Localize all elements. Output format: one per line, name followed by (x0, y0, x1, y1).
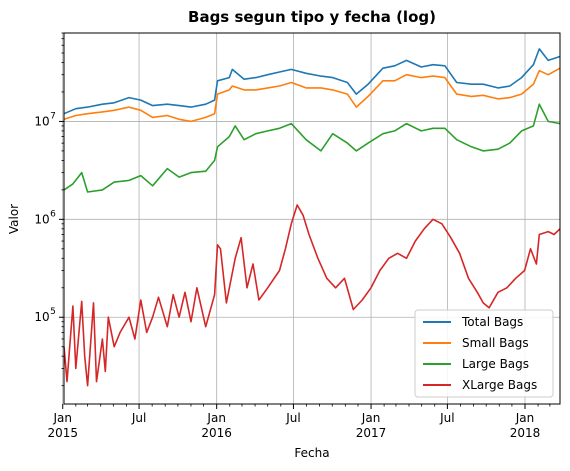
x-tick-label: Jan (52, 411, 72, 425)
legend-box (414, 309, 554, 398)
x-tick-year-label: 2016 (201, 426, 232, 440)
x-tick-label: Jul (439, 411, 454, 425)
series-line-large-bags (63, 103, 561, 193)
y-tick-label: 10 (34, 114, 49, 128)
legend-label: Small Bags (462, 336, 529, 350)
y-axis-label: Valor (7, 204, 21, 234)
x-axis-label: Fecha (294, 446, 329, 460)
chart-title: Bags segun tipo y fecha (log) (188, 8, 436, 26)
legend-label: Total Bags (461, 315, 523, 329)
legend-label: Large Bags (462, 357, 529, 371)
series-line-small-bags (63, 67, 561, 123)
x-tick-label: Jan (206, 411, 226, 425)
x-tick-label: Jan (515, 411, 535, 425)
legend: Total Bags Small Bags Large Bags XLarge Bag… (414, 309, 554, 398)
series-line-xlarge-bags (63, 204, 561, 387)
y-tick-exponent: 6 (50, 209, 56, 219)
series-line-total-bags (63, 48, 561, 115)
x-tick-year-label: 2018 (510, 426, 541, 440)
x-tick-label: Jan (361, 411, 381, 425)
plot-frame (63, 32, 561, 405)
y-tick-exponent: 7 (50, 111, 56, 121)
x-tick-label: Jul (285, 411, 300, 425)
x-tick-year-label: 2017 (356, 426, 387, 440)
y-tick-label: 10 (34, 310, 49, 324)
y-tick-exponent: 5 (50, 307, 56, 317)
x-tick-year-label: 2015 (47, 426, 78, 440)
x-tick-label: Jul (131, 411, 146, 425)
y-tick-label: 10 (34, 212, 49, 226)
series-lines (63, 48, 561, 387)
legend-label: XLarge Bags (462, 378, 537, 392)
